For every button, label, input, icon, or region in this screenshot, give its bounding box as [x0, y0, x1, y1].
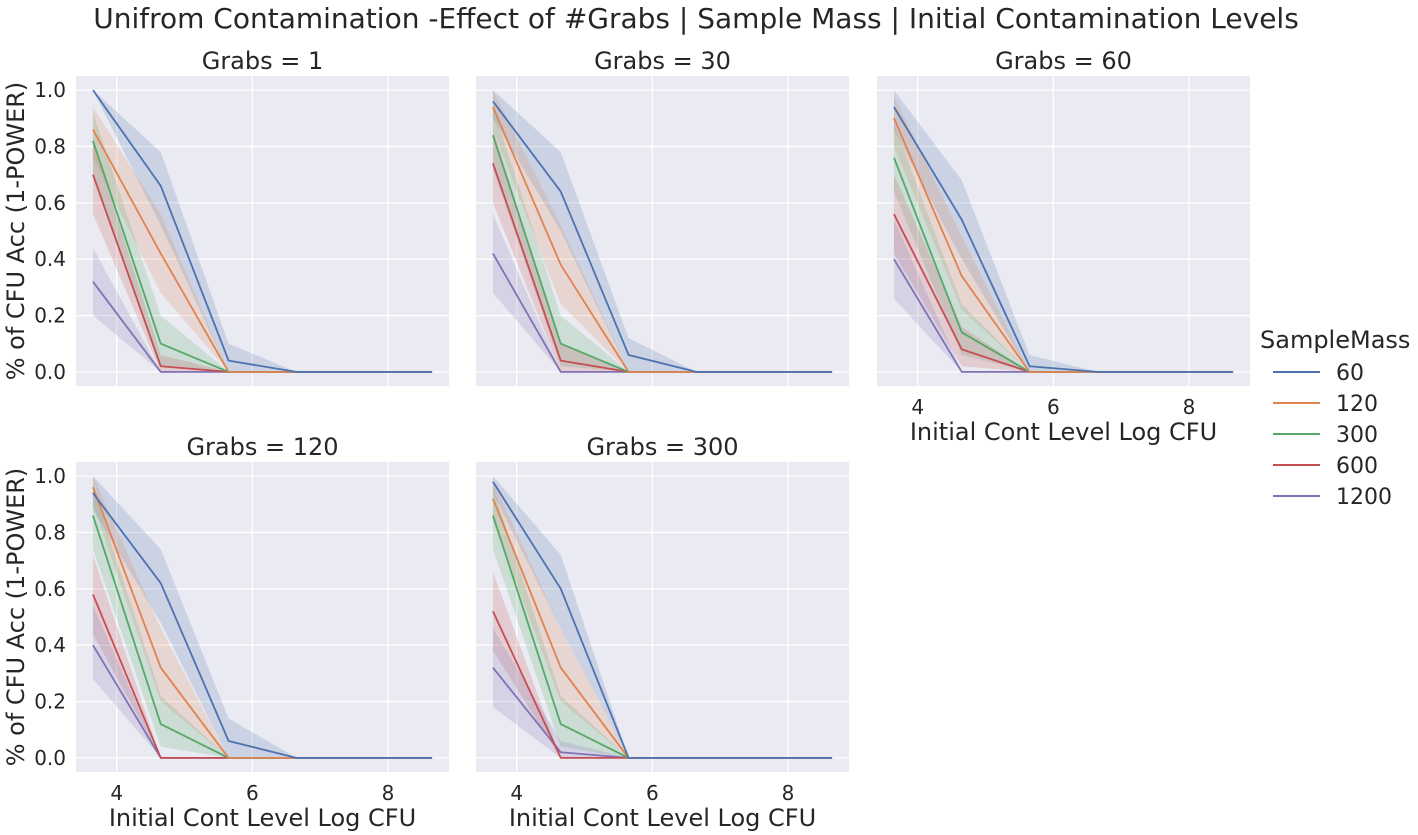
- legend-items: 60 120 300 600 1200: [1273, 361, 1392, 510]
- plot-area: [476, 76, 849, 386]
- x-tick-label: 4: [911, 395, 924, 419]
- facet-panel: Grabs = 30: [476, 47, 849, 386]
- confidence-band: [492, 90, 833, 372]
- facet-panel: Grabs = 1 0.0 0.2 0.4 0.6 0.8 1.0% of CFU Acc …: [2, 47, 449, 386]
- y-tick-label: 0.8: [34, 520, 66, 544]
- y-axis-label: % of CFU Acc (1-POWER): [2, 468, 30, 767]
- series-line: [92, 89, 433, 373]
- y-tick-label: 1.0: [34, 78, 66, 102]
- x-tick-label: 4: [110, 781, 123, 805]
- series-line: [92, 492, 433, 759]
- panel-title: Grabs = 60: [995, 47, 1132, 75]
- y-tick-label: 0.2: [34, 690, 66, 714]
- figure-title: Unifrom Contamination -Effect of #Grabs …: [93, 2, 1299, 35]
- x-tick-label: 8: [782, 781, 795, 805]
- legend-label: 1200: [1336, 485, 1392, 510]
- series-line: [492, 481, 833, 759]
- confidence-band: [893, 90, 1234, 372]
- y-tick-label: 0.2: [34, 304, 66, 328]
- x-tick-label: 8: [382, 781, 395, 805]
- x-tick-label: 6: [646, 781, 659, 805]
- panel-title: Grabs = 300: [586, 433, 738, 461]
- y-tick-label: 0.4: [34, 247, 66, 271]
- x-tick-label: 8: [1183, 395, 1196, 419]
- facet-panels: Grabs = 10.00.20.40.60.81.0% of CFU Acc …: [2, 47, 1250, 832]
- confidence-band: [492, 476, 833, 758]
- legend-label: 60: [1336, 361, 1364, 386]
- plot-area: [476, 462, 849, 772]
- confidence-band: [92, 107, 433, 372]
- confidence-band: [92, 476, 433, 758]
- x-tick-label: 6: [246, 781, 259, 805]
- x-tick-label: 4: [510, 781, 523, 805]
- confidence-band: [92, 476, 433, 758]
- series-line: [492, 100, 833, 373]
- legend-title: SampleMass: [1260, 326, 1410, 354]
- y-tick-label: 0.8: [34, 134, 66, 158]
- confidence-band: [893, 95, 1234, 372]
- panel-title: Grabs = 1: [202, 47, 324, 75]
- series-line: [893, 106, 1234, 373]
- panel-title: Grabs = 120: [186, 433, 338, 461]
- legend-label: 600: [1336, 454, 1378, 479]
- y-tick-label: 0.0: [34, 746, 66, 770]
- y-tick-label: 0.4: [34, 633, 66, 657]
- x-axis-label: Initial Cont Level Log CFU: [910, 418, 1217, 446]
- plot-area: [76, 76, 449, 386]
- y-tick-label: 0.0: [34, 360, 66, 384]
- legend: SampleMass 60 120 300 600 1200: [1260, 326, 1410, 510]
- panel-title: Grabs = 30: [594, 47, 731, 75]
- y-axis-label: % of CFU Acc (1-POWER): [2, 82, 30, 381]
- legend-label: 300: [1336, 423, 1378, 448]
- confidence-band: [492, 90, 833, 372]
- y-tick-label: 0.6: [34, 577, 66, 601]
- x-axis-label: Initial Cont Level Log CFU: [509, 804, 816, 832]
- x-tick-label: 6: [1047, 395, 1060, 419]
- x-axis-label: Initial Cont Level Log CFU: [109, 804, 416, 832]
- y-tick-label: 0.6: [34, 191, 66, 215]
- legend-label: 120: [1336, 392, 1378, 417]
- y-tick-label: 1.0: [34, 464, 66, 488]
